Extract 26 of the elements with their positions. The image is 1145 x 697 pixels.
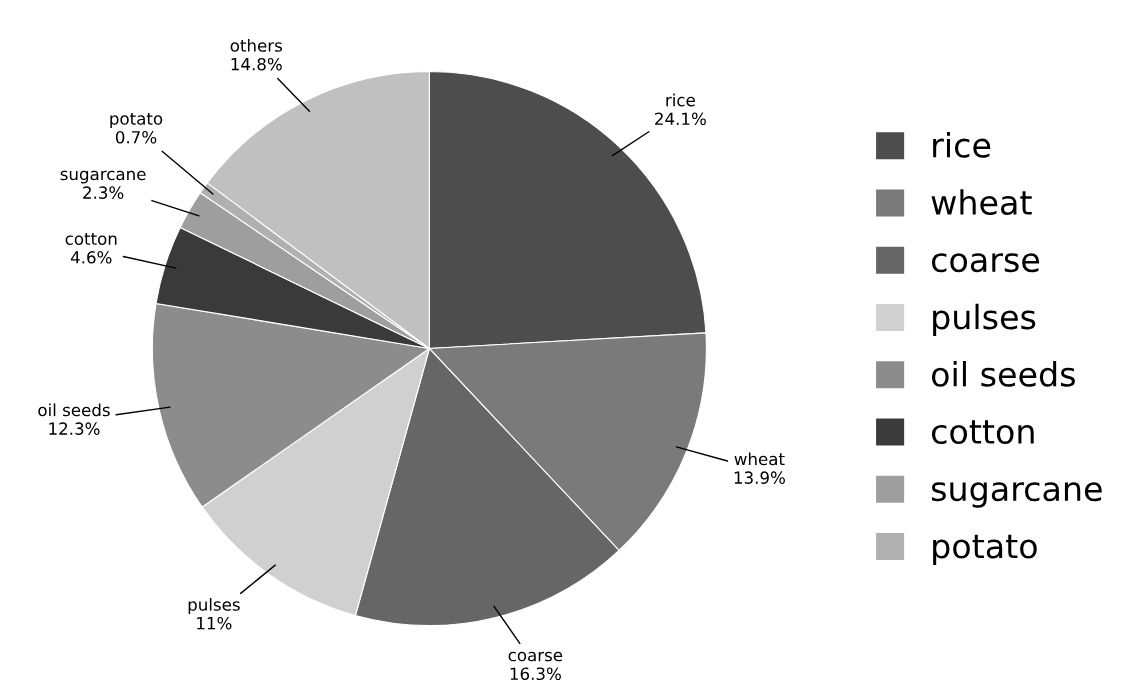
- slice-label: sugarcane: [60, 170, 146, 184]
- data-label: 14.8%: [231, 57, 282, 71]
- data-label: 24.1%: [655, 112, 706, 126]
- legend-label: coarse: [931, 253, 1040, 273]
- slice-label: potato: [110, 112, 163, 129]
- data-label: 2.3%: [83, 186, 124, 199]
- data-label: 13.9%: [734, 471, 785, 484]
- data-label: 11%: [197, 616, 232, 630]
- legend-label: oil seeds: [931, 361, 1075, 387]
- slice-label: coarse: [508, 651, 563, 662]
- legend-label: sugarcane: [931, 482, 1102, 508]
- legend-label: wheat: [931, 189, 1032, 216]
- slice-label: cotton: [65, 233, 117, 245]
- legend-label: potato: [933, 534, 1037, 566]
- data-label: 0.7%: [115, 130, 157, 144]
- slice-label: wheat: [734, 452, 785, 466]
- legend-label: pulses: [933, 303, 1036, 336]
- slice-label: others: [230, 38, 282, 52]
- slice-label: oil seeds: [38, 403, 110, 417]
- data-label: 12.3%: [49, 422, 100, 435]
- data-label: 16.3%: [510, 667, 561, 681]
- slice-label: rice: [666, 93, 695, 107]
- legend-label: cotton: [931, 420, 1034, 445]
- legend-label: rice: [933, 131, 991, 158]
- slice-label: pulses: [188, 597, 240, 615]
- data-label: 4.6%: [70, 251, 112, 264]
